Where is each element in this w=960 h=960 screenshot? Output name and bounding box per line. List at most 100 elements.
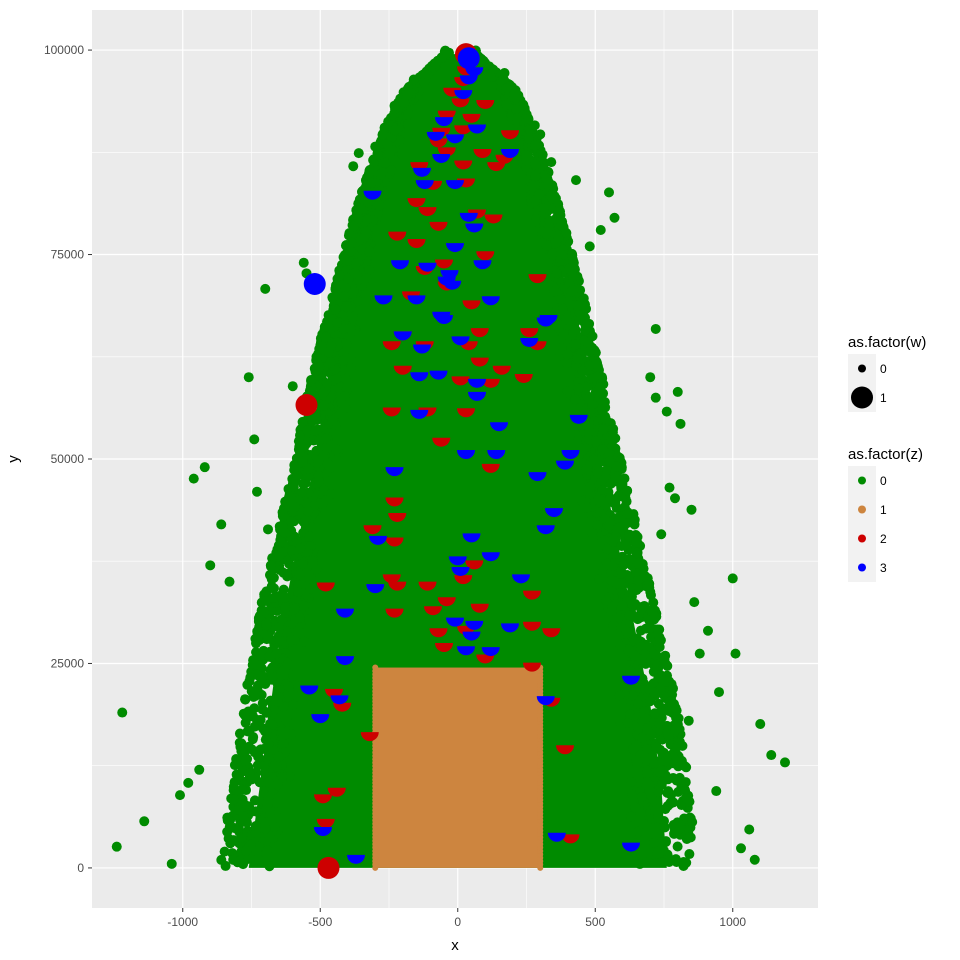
- series-2-point: [476, 251, 495, 261]
- legend-label: 2: [880, 532, 887, 546]
- series-3-point: [536, 696, 555, 706]
- series-0-point: [341, 301, 352, 312]
- series-0-point: [608, 620, 619, 631]
- series-0-point: [535, 129, 546, 140]
- series-0-point: [581, 303, 592, 314]
- series-0-point: [541, 173, 552, 184]
- x-tick-label: -500: [308, 915, 332, 929]
- series-0-point: [622, 509, 633, 520]
- series-0-point: [529, 120, 540, 131]
- series-0-point: [280, 592, 291, 603]
- series-0-point: [590, 387, 601, 398]
- series-0-point: [277, 547, 288, 558]
- series-0-point: [320, 433, 331, 444]
- series-0-point: [645, 372, 656, 383]
- series-0-point: [527, 180, 538, 191]
- series-0-point: [780, 757, 790, 768]
- series-3-point: [374, 295, 393, 305]
- series-0-point: [583, 337, 594, 348]
- series-0-point: [269, 821, 280, 832]
- series-3-point: [457, 47, 480, 70]
- series-0-point: [259, 761, 270, 772]
- series-0-point: [649, 708, 660, 719]
- series-0-point: [304, 531, 315, 542]
- series-3-point: [451, 566, 470, 576]
- series-0-point: [530, 140, 541, 151]
- series-2-point: [556, 745, 574, 755]
- series-0-point: [607, 427, 618, 438]
- series-0-point: [624, 531, 635, 542]
- series-2-point: [457, 408, 475, 418]
- series-0-point: [239, 799, 250, 810]
- series-0-point: [364, 165, 375, 176]
- plot-area: [111, 43, 790, 879]
- series-0-point: [675, 418, 686, 429]
- series-0-point: [419, 76, 430, 87]
- series-0-point: [261, 707, 272, 718]
- series-0-point: [234, 728, 245, 739]
- series-0-point: [243, 853, 254, 864]
- series-0-point: [386, 165, 397, 176]
- series-0-point: [279, 527, 290, 538]
- series-3-point: [446, 180, 464, 190]
- series-0-point: [551, 268, 562, 279]
- series-0-point: [584, 418, 595, 429]
- series-2-point: [451, 98, 470, 108]
- series-0-point: [117, 707, 128, 718]
- series-2-point: [435, 259, 453, 269]
- series-0-point: [313, 516, 324, 527]
- series-0-point: [358, 232, 369, 243]
- series-0-point: [613, 522, 624, 533]
- series-0-point: [139, 816, 150, 827]
- series-0-point: [298, 257, 309, 268]
- series-0-point: [240, 755, 251, 766]
- series-3-point: [528, 472, 547, 482]
- series-3-point: [393, 331, 412, 341]
- series-0-point: [252, 486, 262, 497]
- series-0-point: [353, 213, 364, 224]
- series-0-point: [549, 286, 560, 297]
- series-0-point: [299, 517, 310, 528]
- x-tick-label: 0: [454, 915, 461, 929]
- series-0-point: [766, 750, 777, 761]
- series-0-point: [736, 843, 746, 854]
- series-0-point: [262, 845, 273, 856]
- series-0-point: [584, 360, 595, 371]
- series-3-point: [545, 508, 563, 518]
- series-0-point: [641, 743, 652, 754]
- series-0-point: [271, 761, 282, 772]
- series-0-point: [282, 716, 293, 727]
- series-2-point: [473, 149, 492, 159]
- series-3-point: [457, 450, 475, 460]
- series-0-point: [430, 58, 441, 69]
- series-0-point: [268, 583, 279, 594]
- series-0-point: [306, 375, 317, 386]
- series-0-point: [260, 823, 271, 834]
- series-0-point: [339, 391, 350, 402]
- series-0-point: [668, 797, 679, 808]
- series-0-point: [646, 632, 657, 643]
- series-0-point: [346, 237, 357, 248]
- series-0-point: [546, 157, 557, 168]
- series-0-point: [714, 687, 724, 698]
- series-0-point: [654, 767, 665, 778]
- series-0-point: [294, 569, 305, 580]
- series-0-point: [327, 415, 338, 426]
- series-2-point: [385, 537, 404, 547]
- series-0-point: [278, 738, 289, 749]
- series-0-point: [634, 858, 645, 869]
- y-tick-label: 75000: [51, 248, 85, 262]
- series-0-point: [267, 719, 278, 730]
- series-3-point: [490, 422, 508, 432]
- series-0-point: [570, 394, 581, 405]
- series-0-point: [571, 175, 581, 186]
- series-0-point: [267, 662, 278, 673]
- series-0-point: [613, 512, 624, 523]
- series-0-point: [703, 625, 713, 636]
- series-3-point: [539, 315, 558, 325]
- series-0-point: [286, 635, 297, 646]
- series-1-body: [375, 667, 541, 868]
- series-0-point: [231, 754, 242, 765]
- series-0-point: [512, 113, 523, 124]
- x-tick-label: -1000: [167, 915, 198, 929]
